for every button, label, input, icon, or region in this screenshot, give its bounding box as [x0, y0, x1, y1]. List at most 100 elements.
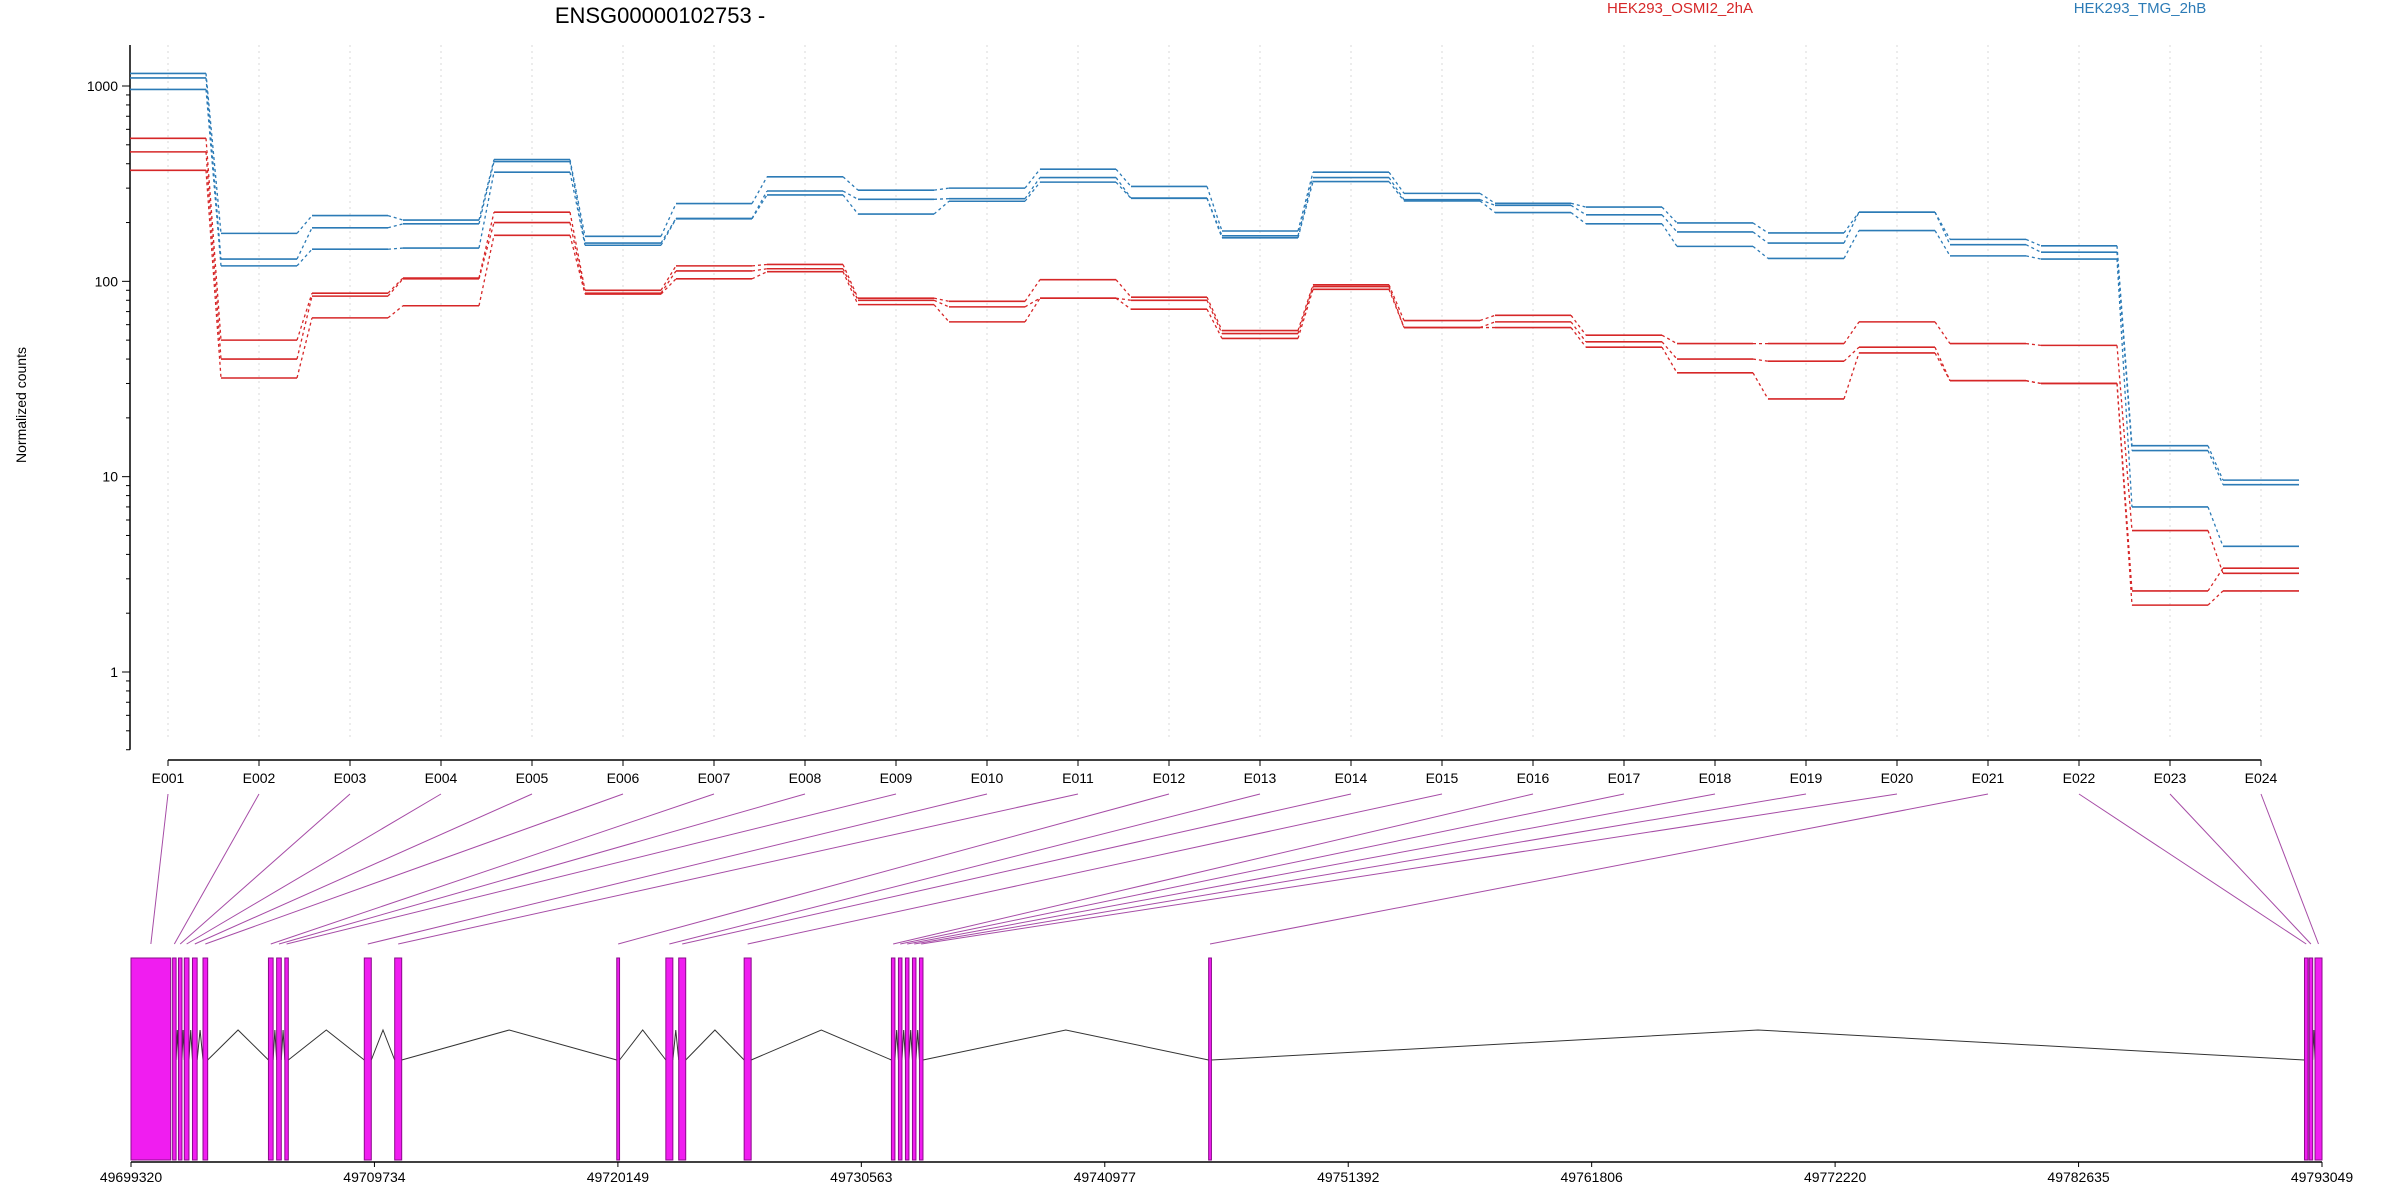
- series-connector: [569, 212, 586, 291]
- exon-e021: [1208, 957, 1212, 1161]
- connector-e019: [914, 793, 1807, 945]
- series-connector: [751, 194, 768, 220]
- genomic-axis: 49699320 49709734 49720149 49730563 49740977…: [100, 1161, 2354, 1185]
- exon-e017: [897, 957, 903, 1161]
- series-connector: [1661, 341, 1678, 360]
- series-connector: [751, 271, 768, 280]
- series-connector: [1206, 198, 1223, 239]
- x-tick-label-e003: E003: [334, 770, 367, 786]
- series-lines: [130, 72, 2299, 606]
- series-connector: [1388, 177, 1405, 200]
- series-blue-3: [130, 72, 2299, 481]
- series-connector: [1661, 223, 1678, 247]
- series-connector: [660, 265, 677, 291]
- exon-e012: [616, 957, 621, 1161]
- connector-e018: [907, 793, 1716, 945]
- series-connector: [1115, 279, 1132, 298]
- x-tick-label-e011: E011: [1062, 770, 1094, 786]
- connector-e022: [2078, 793, 2307, 945]
- x-tick-label-e001: E001: [152, 770, 185, 786]
- series-connector: [569, 161, 586, 244]
- series-connector: [1297, 284, 1314, 331]
- series-connector: [2207, 567, 2224, 592]
- series-connector: [1661, 346, 1678, 374]
- series-connector: [1934, 211, 1951, 245]
- legend-entry-osmi2: HEK293_OSMI2_2hA: [1607, 0, 1753, 17]
- genomic-coord-label: 49720149: [587, 1169, 650, 1185]
- series-connector: [1661, 214, 1678, 233]
- series-connector: [478, 222, 495, 279]
- intron: [280, 1029, 286, 1061]
- series-connector: [569, 159, 586, 237]
- series-connector: [751, 176, 768, 204]
- series-connector: [2207, 530, 2224, 574]
- series-connector: [2025, 342, 2042, 347]
- series-connector: [205, 170, 222, 379]
- series-connector: [205, 151, 222, 360]
- series-connector: [1752, 222, 1769, 234]
- exon-e019: [911, 957, 917, 1161]
- x-tick-label-e024: E024: [2245, 770, 2278, 786]
- connector-e014: [682, 793, 1352, 945]
- series-connector: [296, 227, 313, 260]
- series-connector: [1843, 230, 1860, 259]
- connector-e002: [173, 793, 260, 945]
- exon-e023: [2308, 957, 2314, 1161]
- x-tick-label-e007: E007: [698, 770, 731, 786]
- series-connector: [1843, 321, 1860, 344]
- series-connector: [1115, 168, 1132, 187]
- series-connector: [1297, 286, 1314, 334]
- y-axis-label: Normalized counts: [13, 347, 29, 463]
- series-connector: [751, 268, 768, 272]
- x-tick-label-e018: E018: [1699, 770, 1732, 786]
- x-tick-label-e004: E004: [425, 770, 458, 786]
- exon-e008: [276, 957, 282, 1161]
- exon-e016: [890, 957, 896, 1161]
- series-connector: [842, 264, 859, 299]
- exon-e011: [394, 957, 403, 1161]
- series-connector: [933, 198, 950, 200]
- series-connector: [387, 278, 404, 297]
- series-connector: [933, 297, 950, 302]
- series-connector: [569, 235, 586, 295]
- series-connector: [478, 212, 495, 279]
- series-connector: [2025, 380, 2042, 385]
- chart-title: ENSG00000102753 -: [555, 3, 765, 28]
- exon-e013: [665, 957, 674, 1161]
- exon-e004: [183, 957, 190, 1161]
- series-connector: [1570, 202, 1587, 208]
- series-connector: [2207, 506, 2224, 547]
- series-connector: [387, 305, 404, 319]
- x-tick-label-e002: E002: [243, 770, 276, 786]
- intron: [401, 1029, 617, 1061]
- series-connector: [2207, 450, 2224, 485]
- series-connector: [1479, 314, 1496, 322]
- exon-e003: [177, 957, 183, 1161]
- series-connector: [1752, 372, 1769, 400]
- x-tick-label-e014: E014: [1335, 770, 1368, 786]
- series-connector: [842, 176, 859, 191]
- series-connector: [1388, 286, 1405, 328]
- series-connector: [387, 223, 404, 229]
- x-tick-label-e012: E012: [1153, 770, 1186, 786]
- x-tick-label-e010: E010: [971, 770, 1004, 786]
- exon-e006: [202, 957, 209, 1161]
- series-connector: [296, 317, 313, 379]
- series-connector: [569, 222, 586, 294]
- series-connector: [1479, 321, 1496, 329]
- x-tick-label-e021: E021: [1972, 770, 2005, 786]
- y-tick-label: 1000: [87, 78, 118, 94]
- x-tick-label-e020: E020: [1881, 770, 1914, 786]
- series-blue-4: [130, 77, 2299, 486]
- series-connector: [1661, 206, 1678, 224]
- series-connector: [296, 215, 313, 234]
- series-connector: [205, 73, 222, 234]
- genomic-coord-label: 49793049: [2291, 1169, 2354, 1185]
- intron: [288, 1029, 365, 1061]
- series-connector: [1388, 284, 1405, 321]
- series-connector: [1024, 181, 1041, 202]
- series-connector: [1479, 192, 1496, 204]
- series-connector: [1024, 279, 1041, 302]
- series-connector: [478, 161, 495, 224]
